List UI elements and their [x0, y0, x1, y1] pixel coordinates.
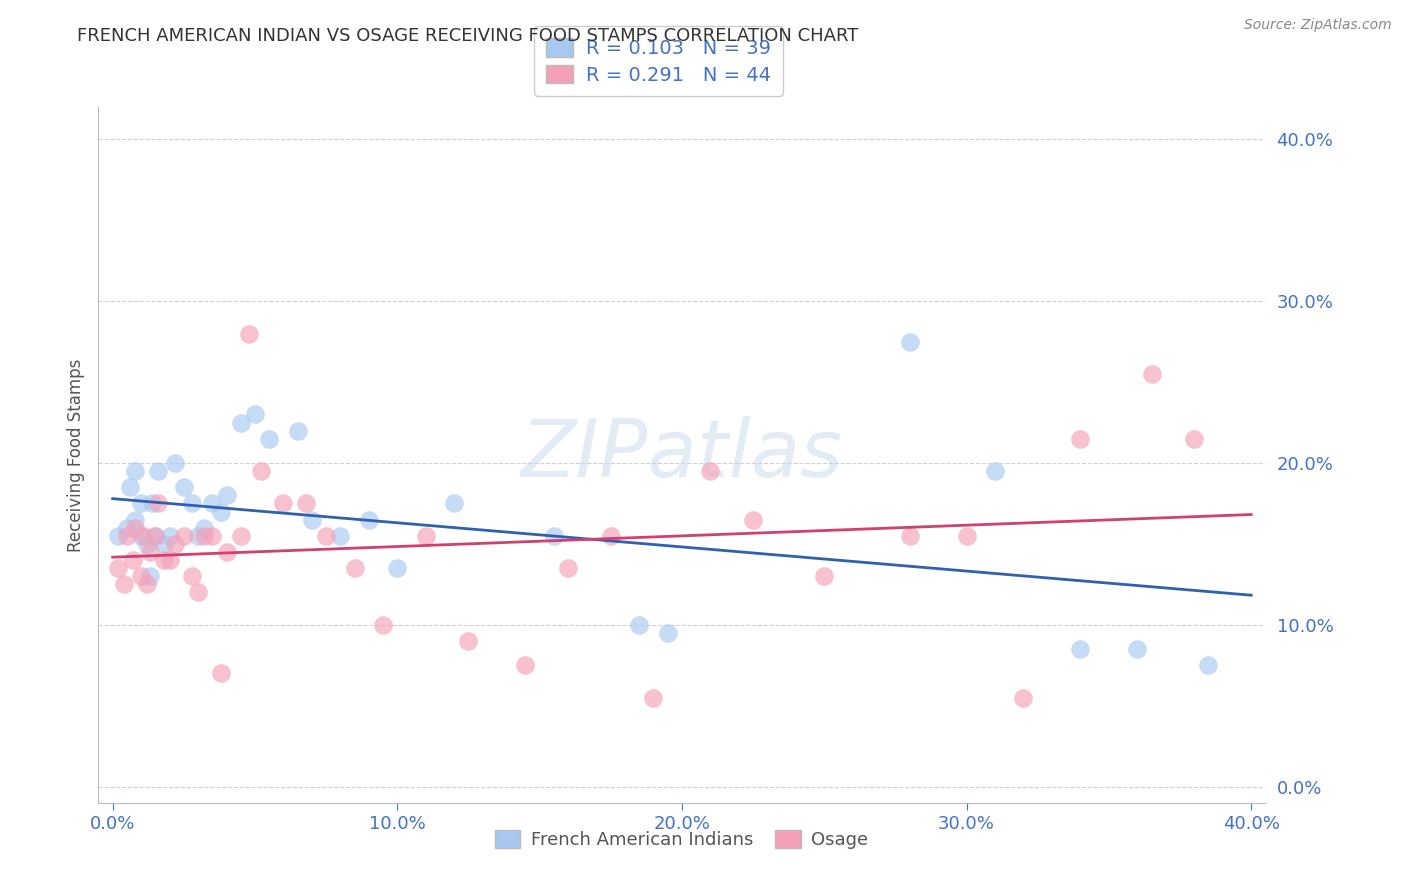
- Point: [1140, 367, 1163, 381]
- Point: [129, 569, 152, 583]
- Point: [984, 464, 1007, 478]
- Point: [329, 529, 352, 543]
- Point: [132, 529, 155, 543]
- Point: [115, 521, 138, 535]
- Y-axis label: Receiving Food Stamps: Receiving Food Stamps: [66, 359, 84, 551]
- Point: [193, 521, 215, 535]
- Point: [181, 496, 204, 510]
- Text: Source: ZipAtlas.com: Source: ZipAtlas.com: [1244, 18, 1392, 32]
- Point: [343, 561, 366, 575]
- Point: [129, 529, 152, 543]
- Point: [153, 537, 176, 551]
- Point: [287, 424, 309, 438]
- Point: [699, 464, 721, 478]
- Text: FRENCH AMERICAN INDIAN VS OSAGE RECEIVING FOOD STAMPS CORRELATION CHART: FRENCH AMERICAN INDIAN VS OSAGE RECEIVIN…: [77, 27, 859, 45]
- Point: [1012, 690, 1035, 705]
- Point: [515, 658, 537, 673]
- Point: [599, 529, 621, 543]
- Point: [187, 529, 209, 543]
- Point: [229, 529, 252, 543]
- Point: [742, 513, 765, 527]
- Point: [141, 496, 163, 510]
- Point: [257, 432, 280, 446]
- Point: [898, 334, 921, 349]
- Point: [143, 529, 166, 543]
- Point: [129, 496, 152, 510]
- Point: [371, 617, 394, 632]
- Point: [173, 529, 195, 543]
- Point: [215, 545, 238, 559]
- Point: [628, 617, 651, 632]
- Point: [181, 569, 204, 583]
- Point: [813, 569, 835, 583]
- Legend: French American Indians, Osage: French American Indians, Osage: [488, 823, 876, 856]
- Point: [1069, 432, 1091, 446]
- Point: [1198, 658, 1220, 673]
- Point: [124, 521, 146, 535]
- Point: [121, 553, 143, 567]
- Point: [187, 585, 209, 599]
- Point: [148, 496, 170, 510]
- Point: [415, 529, 437, 543]
- Point: [643, 690, 665, 705]
- Text: ZIPatlas: ZIPatlas: [520, 416, 844, 494]
- Point: [243, 408, 266, 422]
- Point: [295, 496, 318, 510]
- Point: [209, 504, 232, 518]
- Point: [357, 513, 380, 527]
- Point: [135, 577, 157, 591]
- Point: [153, 553, 176, 567]
- Point: [543, 529, 565, 543]
- Point: [457, 634, 479, 648]
- Point: [1126, 642, 1149, 657]
- Point: [201, 496, 224, 510]
- Point: [138, 545, 160, 559]
- Point: [159, 553, 181, 567]
- Point: [193, 529, 215, 543]
- Point: [657, 626, 679, 640]
- Point: [107, 529, 129, 543]
- Point: [138, 569, 160, 583]
- Point: [107, 561, 129, 575]
- Point: [315, 529, 337, 543]
- Point: [159, 529, 181, 543]
- Point: [557, 561, 579, 575]
- Point: [249, 464, 271, 478]
- Point: [165, 537, 187, 551]
- Point: [1069, 642, 1091, 657]
- Point: [135, 537, 157, 551]
- Point: [387, 561, 409, 575]
- Point: [118, 480, 141, 494]
- Point: [112, 577, 135, 591]
- Point: [229, 416, 252, 430]
- Point: [115, 529, 138, 543]
- Point: [273, 496, 295, 510]
- Point: [148, 464, 170, 478]
- Point: [165, 456, 187, 470]
- Point: [173, 480, 195, 494]
- Point: [898, 529, 921, 543]
- Point: [209, 666, 232, 681]
- Point: [124, 464, 146, 478]
- Point: [215, 488, 238, 502]
- Point: [955, 529, 977, 543]
- Point: [238, 326, 260, 341]
- Point: [124, 513, 146, 527]
- Point: [1182, 432, 1205, 446]
- Point: [301, 513, 323, 527]
- Point: [143, 529, 166, 543]
- Point: [443, 496, 465, 510]
- Point: [201, 529, 224, 543]
